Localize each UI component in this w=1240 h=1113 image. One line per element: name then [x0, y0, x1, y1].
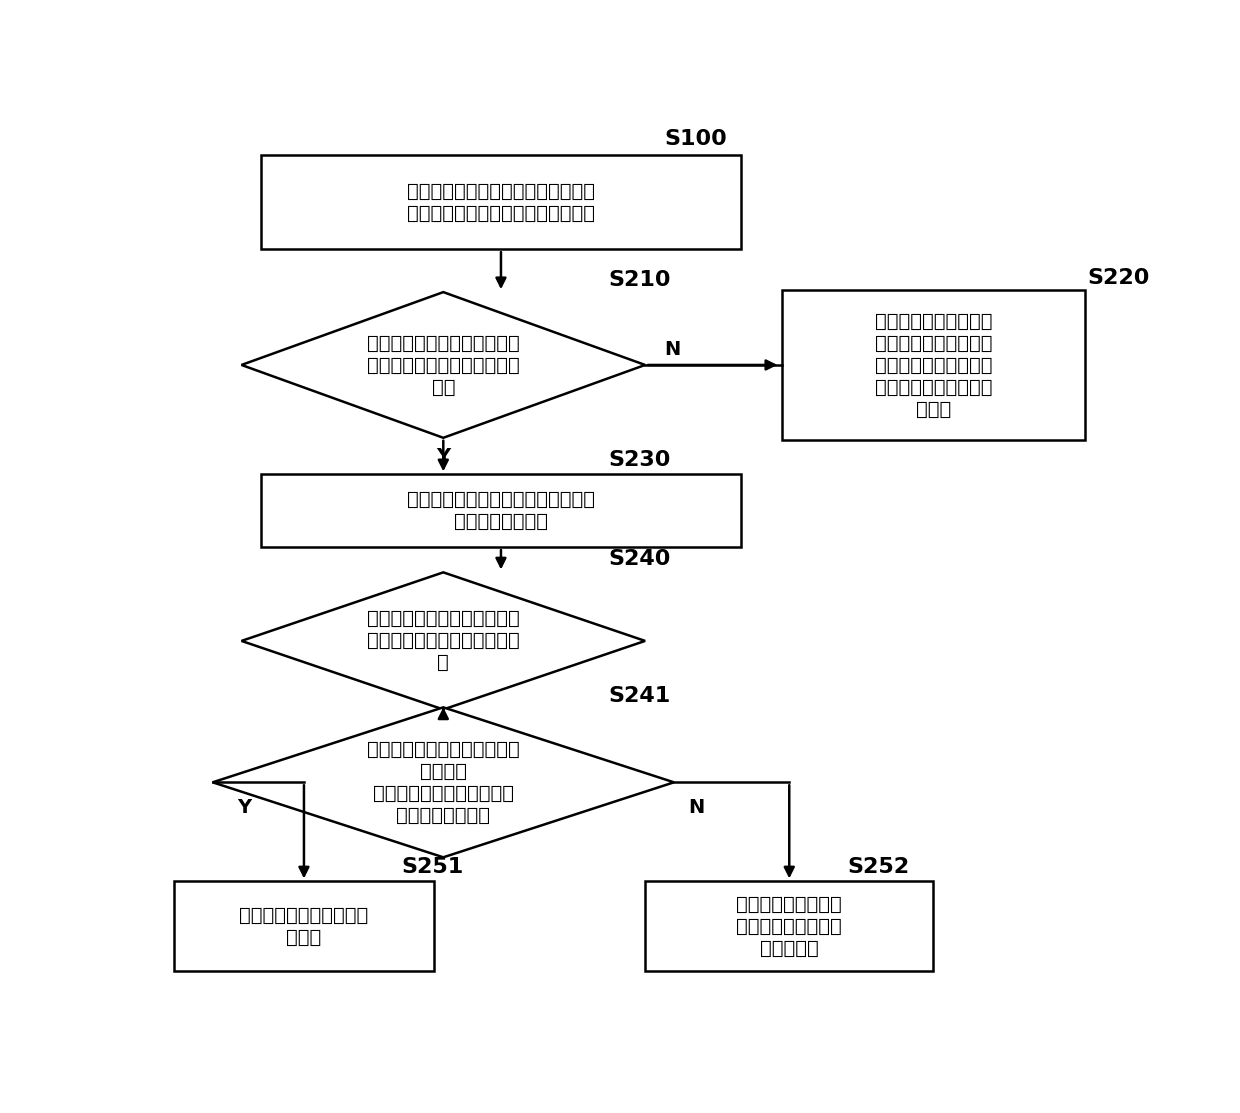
Text: S220: S220 [1087, 268, 1149, 288]
Polygon shape [213, 708, 675, 857]
Text: S252: S252 [847, 857, 909, 877]
Bar [782, 290, 1085, 440]
Text: 不调整所述路由设备的发
射功率: 不调整所述路由设备的发 射功率 [239, 906, 368, 947]
Text: N: N [665, 341, 681, 359]
Bar [260, 474, 742, 548]
Text: 判断所述路由设备的发射功率
与所述预设发射功率值是否相
同: 判断所述路由设备的发射功率 与所述预设发射功率值是否相 同 [367, 610, 520, 672]
Text: S100: S100 [665, 129, 727, 149]
Bar [174, 881, 434, 972]
Text: S251: S251 [401, 857, 464, 877]
Bar [260, 155, 742, 249]
Text: S241: S241 [609, 686, 671, 706]
Text: 当预设时间间隔到达时，获取所述预
设时间间隔内接收信号的平均强度值: 当预设时间间隔到达时，获取所述预 设时间间隔内接收信号的平均强度值 [407, 181, 595, 223]
Text: Y: Y [237, 798, 250, 817]
Polygon shape [242, 572, 645, 709]
Text: 判断所述路由设备的发射功率
距离所述
预设发射功率值的偏差是否
在预设偏差范围内: 判断所述路由设备的发射功率 距离所述 预设发射功率值的偏差是否 在预设偏差范围内 [367, 740, 520, 825]
Bar [645, 881, 934, 972]
Polygon shape [242, 292, 645, 437]
Text: Y: Y [436, 446, 450, 465]
Text: 根据所述预设的取值区间，获取对应
的预设发射功率值: 根据所述预设的取值区间，获取对应 的预设发射功率值 [407, 490, 595, 531]
Text: 判断所述接收信号的平均强度
值是否位于一个预设的取值区
间内: 判断所述接收信号的平均强度 值是否位于一个预设的取值区 间内 [367, 334, 520, 396]
Text: N: N [688, 798, 704, 817]
Text: 当所述接收信号的平均
强度值不处于任何一个
预设的取值区间时，不
调整所述路由设备的发
射功率: 当所述接收信号的平均 强度值不处于任何一个 预设的取值区间时，不 调整所述路由设… [874, 312, 992, 418]
Text: S230: S230 [609, 451, 671, 471]
Text: S210: S210 [609, 269, 671, 289]
Text: S240: S240 [609, 549, 671, 569]
Text: 调整所述路由设备的
发射功率为所述预设
发射功率值: 调整所述路由设备的 发射功率为所述预设 发射功率值 [737, 895, 842, 958]
